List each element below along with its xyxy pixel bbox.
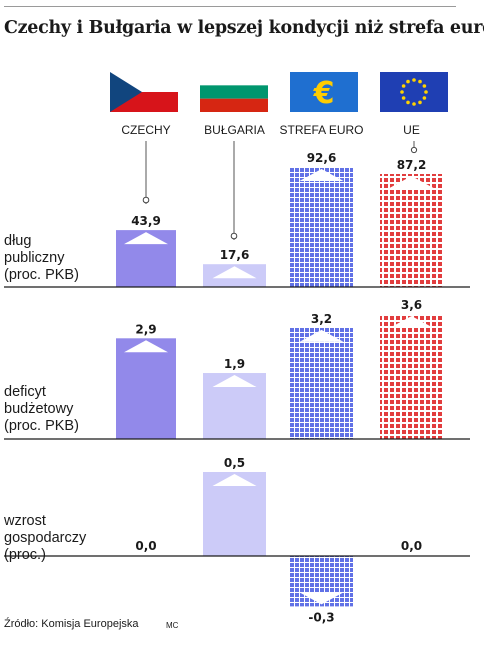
bar-arrow-1-ue	[389, 175, 434, 188]
eu-flag-star	[406, 79, 410, 84]
leader-dot-bulgaria	[230, 232, 238, 240]
row-label-2-line-1: deficyt	[4, 384, 46, 400]
euro-sign-glyph: €	[313, 76, 335, 111]
row-label-2-line-2: budżetowy	[4, 401, 74, 417]
bar-2-czechy	[116, 338, 176, 439]
eu-flag-star	[412, 78, 416, 82]
column-label-czechy: CZECHY	[121, 123, 170, 137]
eu-flag-star	[422, 84, 427, 88]
row-label-3-line-3: (proc.)	[4, 547, 46, 563]
row-label-3-line-2: gospodarczy	[4, 530, 87, 546]
bar-arrow-3-strefa-euro	[299, 592, 344, 605]
value-label-3-bulgaria: 0,5	[224, 456, 245, 470]
eu-flag-star	[406, 100, 410, 105]
value-label-1-bulgaria: 17,6	[220, 248, 250, 262]
column-label-ue: UE	[403, 123, 420, 137]
value-label-1-strefa-euro: 92,6	[307, 151, 337, 165]
author-credit: MC	[166, 621, 179, 630]
top-rule	[4, 6, 456, 7]
eu-flag-star	[401, 96, 406, 100]
value-label-3-strefa-euro: -0,3	[308, 610, 334, 624]
column-label-strefa-euro: STREFA EURO	[279, 123, 363, 137]
bar-arrow-2-ue	[389, 316, 434, 328]
eu-flag-star	[424, 90, 428, 94]
bar-arrow-2-bulgaria	[212, 375, 257, 388]
bar-arrow-1-strefa-euro	[299, 169, 344, 181]
eu-flag-star	[400, 90, 404, 94]
bulgarian-flag-white	[200, 72, 268, 86]
value-label-1-ue: 87,2	[397, 158, 427, 172]
leader-dot-ue	[410, 146, 418, 154]
eu-flag-star	[422, 96, 427, 100]
bar-2-ue	[380, 314, 443, 439]
value-label-2-czechy: 2,9	[135, 322, 156, 336]
euro-icon-background	[290, 72, 358, 112]
source-note: Źródło: Komisja Europejska	[4, 618, 139, 630]
row-label-1-line-3: (proc. PKB)	[4, 267, 79, 283]
eu-flag-star	[412, 102, 416, 106]
bar-1-strefa-euro	[290, 167, 353, 287]
column-label-bulgaria: BUŁGARIA	[204, 123, 265, 137]
value-label-3-ue: 0,0	[401, 539, 422, 553]
row-label-3-line-1: wzrost	[3, 513, 46, 529]
eu-flag-star	[418, 100, 422, 105]
bar-arrow-2-czechy	[124, 340, 168, 353]
bar-1-ue	[380, 173, 443, 287]
bar-2-strefa-euro	[290, 327, 353, 439]
euro-sign-icon: €	[290, 72, 358, 112]
bulgarian-flag-icon	[200, 72, 268, 112]
eu-flag-star	[418, 79, 422, 84]
value-label-2-ue: 3,6	[401, 298, 422, 312]
value-label-2-strefa-euro: 3,2	[311, 312, 332, 326]
eu-flag-star	[401, 84, 406, 88]
eu-flag-background	[380, 72, 448, 112]
value-label-2-bulgaria: 1,9	[224, 357, 245, 371]
value-label-1-czechy: 43,9	[131, 214, 161, 228]
czech-flag-icon	[110, 72, 178, 112]
row-label-2-line-3: (proc. PKB)	[4, 418, 79, 434]
bar-arrow-2-strefa-euro	[299, 329, 344, 342]
bar-arrow-3-bulgaria	[212, 474, 257, 486]
eu-flag-icon	[380, 72, 448, 112]
leader-dot-czechy	[142, 196, 150, 204]
bar-arrow-1-czechy	[124, 232, 168, 245]
chart-title: Czechy i Bułgaria w lepszej kondycji niż…	[4, 18, 484, 38]
czech-flag-triangle	[110, 72, 142, 112]
row-label-1-line-1: dług	[4, 233, 31, 249]
bulgarian-flag-green	[200, 85, 268, 99]
value-label-3-czechy: 0,0	[135, 539, 156, 553]
bar-arrow-1-bulgaria	[212, 266, 257, 279]
row-label-1-line-2: publiczny	[4, 250, 65, 266]
bulgarian-flag-red	[200, 98, 268, 112]
